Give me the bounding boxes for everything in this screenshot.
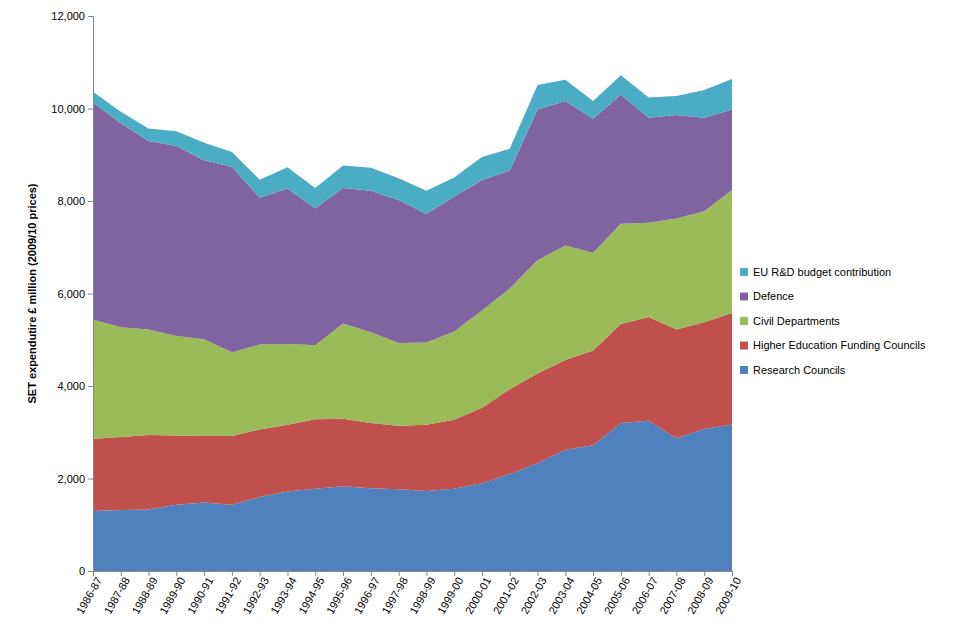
- x-tick-label: 2008-09: [685, 575, 716, 616]
- x-tick-label: 1997-98: [379, 575, 410, 616]
- y-tick: 0: [79, 565, 93, 577]
- x-tick: 2002-03: [518, 571, 549, 616]
- x-tick: 1993-94: [268, 571, 299, 616]
- plot-area: [93, 75, 732, 571]
- x-tick: 1996-97: [352, 571, 383, 616]
- y-tick: 10,000: [51, 103, 93, 115]
- x-tick: 1987-88: [102, 571, 133, 616]
- x-tick-label: 2001-02: [490, 575, 521, 616]
- x-tick: 1990-91: [185, 571, 216, 616]
- legend-label: Civil Departments: [753, 315, 840, 327]
- y-tick-mark: [88, 386, 93, 387]
- x-tick-label: 1990-91: [185, 575, 216, 616]
- x-tick: 1989-90: [157, 571, 188, 616]
- x-tick: 1988-89: [129, 571, 160, 616]
- y-tick-mark: [88, 571, 93, 572]
- x-tick: 1997-98: [379, 571, 410, 616]
- x-tick-label: 1995-96: [324, 575, 355, 616]
- legend-label: Defence: [753, 290, 794, 302]
- x-tick-label: 2007-08: [657, 575, 688, 616]
- x-tick-label: 1986-87: [74, 575, 105, 616]
- x-tick: 2007-08: [657, 571, 688, 616]
- x-tick: 2009-10: [713, 571, 744, 616]
- x-axis: 1986-871987-881988-891989-901990-911991-…: [74, 571, 744, 616]
- y-tick-label: 10,000: [51, 103, 85, 115]
- x-tick-label: 2003-04: [546, 575, 577, 616]
- x-tick: 1992-93: [240, 571, 271, 616]
- legend: EU R&D budget contribution Defence Civil D…: [740, 266, 926, 376]
- x-tick-label: 1992-93: [240, 575, 271, 616]
- y-tick: 12,000: [51, 10, 93, 22]
- y-tick-label: 4,000: [57, 380, 85, 392]
- y-tick: 4,000: [57, 380, 93, 392]
- x-tick-label: 1987-88: [102, 575, 133, 616]
- x-tick: 1986-87: [74, 571, 105, 616]
- x-tick-label: 2000-01: [463, 575, 494, 616]
- y-tick-mark: [88, 16, 93, 17]
- y-axis-line: [88, 17, 94, 572]
- x-tick-label: 1989-90: [157, 575, 188, 616]
- y-tick: 2,000: [57, 473, 93, 485]
- x-tick-label: 1988-89: [129, 575, 160, 616]
- legend-swatch: [740, 268, 748, 276]
- y-tick-mark: [88, 294, 93, 295]
- legend-label: Higher Education Funding Councils: [753, 339, 926, 351]
- y-tick-label: 2,000: [57, 473, 85, 485]
- x-tick-label: 1999-00: [435, 575, 466, 616]
- y-axis-title: SET expendutire £ million (2009/10 price…: [26, 183, 38, 403]
- y-tick: 6,000: [57, 288, 93, 300]
- x-tick-label: 2002-03: [518, 575, 549, 616]
- x-tick: 2001-02: [490, 571, 521, 616]
- y-tick-label: 0: [79, 565, 85, 577]
- x-tick: 1995-96: [324, 571, 355, 616]
- x-tick-label: 1998-99: [407, 575, 438, 616]
- legend-label: Research Councils: [753, 364, 846, 376]
- x-tick-label: 2005-06: [602, 575, 633, 616]
- x-tick: 2000-01: [463, 571, 494, 616]
- legend-label: EU R&D budget contribution: [753, 266, 891, 278]
- x-tick: 1998-99: [407, 571, 438, 616]
- series-area: [93, 95, 732, 353]
- series-area: [93, 75, 732, 214]
- x-tick-label: 2004-05: [574, 575, 605, 616]
- x-tick: 2006-07: [629, 571, 660, 616]
- x-tick: 1991-92: [213, 571, 244, 616]
- y-tick-label: 6,000: [57, 288, 85, 300]
- legend-swatch: [740, 293, 748, 301]
- x-tick: 2004-05: [574, 571, 605, 616]
- legend-swatch: [740, 366, 748, 374]
- x-tick-label: 2009-10: [713, 575, 744, 616]
- x-axis-line: [94, 572, 733, 577]
- chart: 0 2,000 4,000 6,000 8,000 10,000 12,000 1986-87…: [0, 0, 979, 643]
- y-tick-mark: [88, 479, 93, 480]
- x-tick-label: 1993-94: [268, 575, 299, 616]
- y-tick-label: 12,000: [51, 10, 85, 22]
- y-tick-label: 8,000: [57, 195, 85, 207]
- x-tick: 2003-04: [546, 571, 577, 616]
- y-axis: 0 2,000 4,000 6,000 8,000 10,000 12,000: [51, 10, 93, 577]
- x-tick-label: 1991-92: [213, 575, 244, 616]
- x-tick: 2008-09: [685, 571, 716, 616]
- y-tick-mark: [88, 201, 93, 202]
- x-tick-label: 1994-95: [296, 575, 327, 616]
- x-tick-label: 1996-97: [352, 575, 383, 616]
- legend-swatch: [740, 342, 748, 350]
- y-tick-mark: [88, 109, 93, 110]
- y-tick: 8,000: [57, 195, 93, 207]
- x-tick: 1994-95: [296, 571, 327, 616]
- x-tick: 1999-00: [435, 571, 466, 616]
- x-tick: 2005-06: [602, 571, 633, 616]
- x-tick-label: 2006-07: [629, 575, 660, 616]
- legend-swatch: [740, 317, 748, 325]
